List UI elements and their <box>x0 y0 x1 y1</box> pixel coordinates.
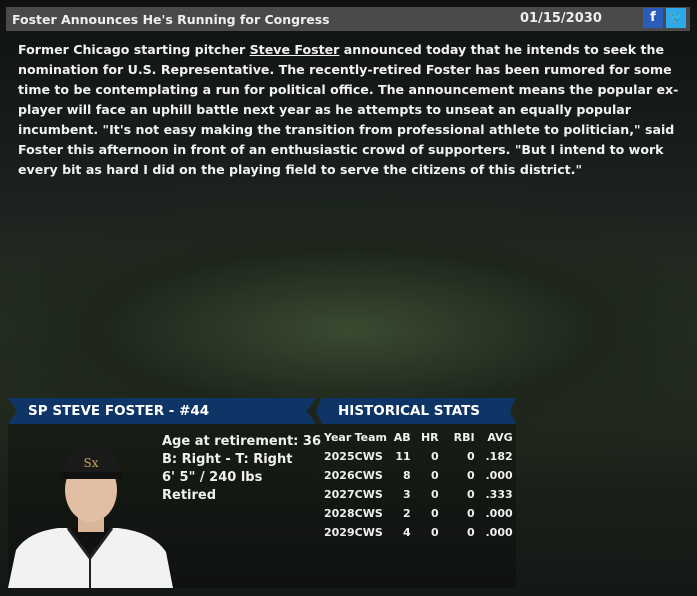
table-cell: .182 <box>485 450 513 463</box>
table-cell: CWS <box>354 507 383 520</box>
news-title: Foster Announces He's Running for Congre… <box>12 11 330 27</box>
table-cell: 2027 <box>324 488 355 501</box>
article-text: announced today that he intends to seek … <box>18 42 679 177</box>
table-cell: 0 <box>430 469 439 482</box>
table-cell: 2029 <box>324 526 355 539</box>
table-cell: .000 <box>485 507 513 520</box>
col-hr: HR <box>420 431 439 444</box>
table-cell: 2026 <box>324 469 355 482</box>
table-cell: 2028 <box>324 507 355 520</box>
table-cell: 0 <box>466 450 475 463</box>
table-cell: 0 <box>466 469 475 482</box>
table-row: 2026 CWS 8 0 0 .000 <box>324 466 513 485</box>
player-age: Age at retirement: 36 <box>162 434 321 449</box>
table-row: 2029 CWS 4 0 0 .000 <box>324 523 513 542</box>
stats-banner: HISTORICAL STATS <box>316 398 516 424</box>
news-date: 01/15/2030 <box>520 11 602 26</box>
table-cell: 0 <box>466 507 475 520</box>
col-avg: AVG <box>487 431 513 444</box>
table-cell: 0 <box>430 507 439 520</box>
player-info: Age at retirement: 36 B: Right - T: Righ… <box>162 433 321 505</box>
article-text: Former Chicago starting pitcher <box>18 42 250 57</box>
player-size: 6' 5" / 240 lbs <box>162 470 263 485</box>
table-cell: 4 <box>402 526 411 539</box>
table-cell: CWS <box>354 526 383 539</box>
table-cell: .000 <box>485 469 513 482</box>
facebook-icon[interactable]: f <box>643 8 663 28</box>
player-banner: SP STEVE FOSTER - #44 <box>8 398 316 424</box>
col-rbi: RBI <box>453 431 475 444</box>
article-body: Former Chicago starting pitcher Steve Fo… <box>18 40 686 180</box>
twitter-icon[interactable]: 🐦 <box>666 8 686 28</box>
col-ab: AB <box>393 431 411 444</box>
table-header: Year Team AB HR RBI AVG <box>324 428 513 447</box>
table-cell: CWS <box>354 450 383 463</box>
table-cell: 0 <box>466 488 475 501</box>
title-bar: Foster Announces He's Running for Congre… <box>6 7 690 31</box>
table-row: 2027 CWS 3 0 0 .333 <box>324 485 513 504</box>
player-portrait: Sx <box>8 445 173 588</box>
table-cell: .333 <box>485 488 513 501</box>
stats-table: Year Team AB HR RBI AVG 2025 CWS 11 0 0.182 2… <box>324 428 513 542</box>
table-cell: 0 <box>430 526 439 539</box>
table-row: 2028 CWS 2 0 0 .000 <box>324 504 513 523</box>
table-row: 2025 CWS 11 0 0 .182 <box>324 447 513 466</box>
table-cell: 0 <box>430 450 439 463</box>
svg-text:Sx: Sx <box>84 456 99 470</box>
player-bats-throws: B: Right - T: Right <box>162 452 293 467</box>
col-team: Team <box>354 431 388 444</box>
table-cell: CWS <box>354 488 383 501</box>
player-link[interactable]: Steve Foster <box>249 42 340 57</box>
table-cell: 2025 <box>324 450 355 463</box>
col-year: Year <box>324 431 352 444</box>
table-cell: 3 <box>402 488 411 501</box>
table-cell: 2 <box>402 507 411 520</box>
table-cell: 11 <box>395 450 411 463</box>
stats-panel <box>316 424 516 588</box>
table-cell: 0 <box>466 526 475 539</box>
table-cell: CWS <box>354 469 383 482</box>
table-cell: 0 <box>430 488 439 501</box>
table-cell: 8 <box>402 469 411 482</box>
table-cell: .000 <box>485 526 513 539</box>
player-status: Retired <box>162 488 217 503</box>
